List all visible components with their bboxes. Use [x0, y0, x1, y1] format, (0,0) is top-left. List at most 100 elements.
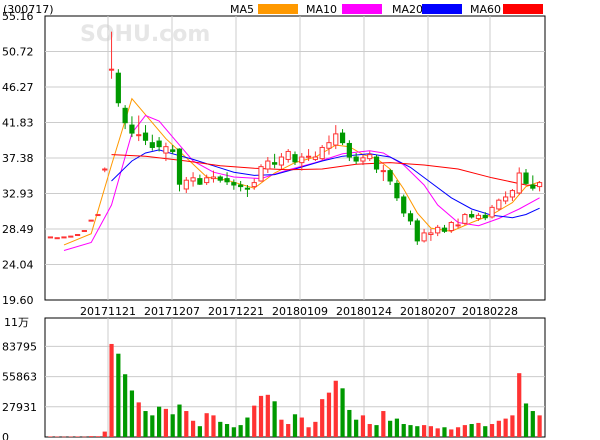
- candle: [61, 236, 67, 239]
- price-x-tick-label: 20180109: [272, 305, 328, 318]
- volume-bar: [476, 422, 481, 437]
- volume-bar: [163, 408, 169, 437]
- volume-bar: [320, 399, 325, 437]
- price-y-tick-label: 55.16: [2, 10, 34, 23]
- candle-body: [380, 170, 386, 173]
- candle: [285, 149, 291, 163]
- price-x-ticks: 20171121 20171207 20171221 20180109 20180124…: [80, 305, 518, 318]
- candle-body: [272, 162, 278, 165]
- volume-bar: [517, 373, 522, 437]
- candle: [95, 214, 101, 217]
- candle: [81, 230, 87, 233]
- volume-bar: [116, 353, 121, 437]
- candle: [462, 212, 468, 225]
- candle-body: [231, 182, 237, 186]
- volume-y-tick-label: 55863: [2, 371, 37, 384]
- volume-bar: [408, 425, 413, 437]
- candle: [435, 224, 441, 237]
- volume-bar: [136, 402, 141, 437]
- volume-bar: [109, 343, 114, 437]
- candle-body: [54, 237, 60, 240]
- volume-bar: [428, 426, 433, 437]
- volume-bar: [197, 426, 202, 437]
- candle-body: [319, 146, 325, 160]
- volume-bar: [184, 411, 189, 437]
- ma-line-ma60: [111, 154, 540, 187]
- candle-body: [462, 214, 468, 224]
- candle: [441, 224, 448, 233]
- volume-bar: [523, 403, 529, 437]
- candle-body: [326, 142, 332, 149]
- candle: [380, 165, 386, 182]
- candle: [353, 153, 359, 165]
- candle: [333, 125, 339, 150]
- candle: [475, 212, 482, 221]
- legend-ma20-swatch: [422, 4, 462, 14]
- volume-bar: [95, 436, 101, 437]
- candle: [170, 145, 176, 154]
- candle-body: [530, 184, 536, 189]
- candle-body: [455, 224, 461, 227]
- candle: [176, 148, 183, 192]
- candle: [272, 153, 278, 169]
- candle: [530, 175, 536, 191]
- candle-body: [503, 196, 509, 202]
- candle-body: [475, 214, 482, 220]
- volume-bar: [157, 406, 162, 437]
- legend-ma60-swatch: [503, 4, 543, 14]
- candle-body: [339, 132, 346, 144]
- legend-ma10-swatch: [342, 4, 382, 14]
- volume-bar: [367, 424, 372, 437]
- candle-body: [95, 214, 101, 217]
- candle: [265, 157, 271, 174]
- candle: [190, 172, 196, 187]
- candle: [142, 125, 149, 146]
- volume-bar: [89, 436, 94, 437]
- volume-bar: [123, 374, 128, 437]
- volume-bar: [272, 401, 277, 437]
- candle-body: [421, 232, 427, 242]
- volume-bar: [496, 420, 501, 437]
- legend-ma60-label: MA60: [470, 3, 501, 16]
- candle: [516, 167, 522, 195]
- volume-bar: [340, 388, 345, 437]
- candle-body: [448, 222, 454, 232]
- candle-body: [251, 182, 257, 188]
- candle-body: [129, 124, 135, 134]
- candle-body: [244, 187, 251, 190]
- candle: [367, 151, 373, 162]
- candle-body: [136, 134, 142, 137]
- price-y-tick-label: 32.93: [2, 188, 34, 201]
- volume-bar: [415, 426, 420, 437]
- legend-ma10-label: MA10: [306, 3, 337, 16]
- volume-bar: [354, 419, 359, 437]
- volume-bar: [455, 427, 461, 437]
- candle-body: [299, 156, 305, 164]
- volume-bar: [150, 415, 155, 437]
- candle: [414, 218, 420, 245]
- candle-body: [149, 142, 155, 148]
- candle: [448, 220, 454, 233]
- price-y-tick-label: 24.04: [2, 259, 34, 272]
- volume-bar: [224, 424, 230, 437]
- candle-body: [292, 154, 298, 163]
- candle-body: [61, 236, 67, 239]
- candle: [278, 153, 285, 170]
- candle: [292, 151, 298, 166]
- candle: [231, 179, 237, 190]
- volume-bar: [286, 424, 291, 437]
- candle: [387, 169, 393, 185]
- price-x-tick-label: 20171221: [208, 305, 264, 318]
- volume-bar: [503, 418, 508, 437]
- volume-bar: [313, 421, 318, 437]
- candle: [129, 116, 135, 138]
- candle: [305, 149, 312, 162]
- candle: [421, 228, 427, 243]
- candle-body: [102, 168, 108, 171]
- volume-bar: [421, 425, 427, 437]
- volume-bar: [442, 427, 447, 437]
- candle-body: [210, 176, 217, 180]
- volume-bar: [190, 420, 196, 437]
- candle-body: [217, 176, 223, 181]
